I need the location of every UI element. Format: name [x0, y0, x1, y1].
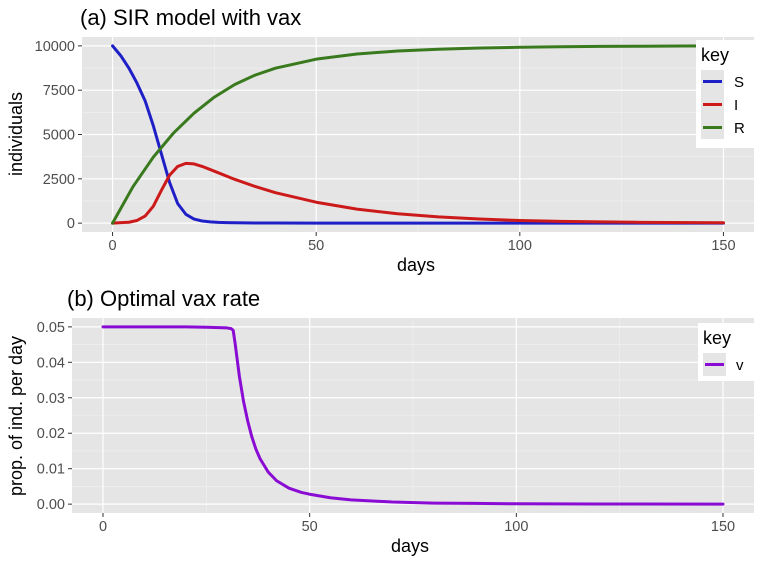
x-tick-label: 150 [711, 519, 735, 535]
y-tick-label: 0.00 [37, 497, 65, 513]
legend-label: v [736, 357, 744, 374]
y-tick-label: 0 [67, 216, 75, 232]
y-axis-label: individuals [6, 92, 26, 176]
y-tick-label: 7500 [43, 83, 75, 99]
chart-panel-2: 0 50 100 150 0.00 0.01 0.02 0.03 0.04 0.05(b) Opt… [6, 286, 754, 556]
legend-title: key [703, 328, 731, 348]
x-tick-label: 50 [308, 238, 324, 254]
x-axis-label: days [391, 536, 429, 556]
legend-title: key [701, 45, 729, 65]
chart-title: (a) SIR model with vax [80, 5, 301, 30]
series-line-v [101, 325, 725, 506]
x-tick-label: 0 [109, 238, 117, 254]
legend: key SIR [696, 40, 754, 148]
x-tick-label: 100 [504, 519, 528, 535]
y-tick-label: 5000 [43, 128, 75, 144]
series-line-s [111, 44, 725, 225]
chart-panel-1: 0 50 100 150 0 2500 5000 7500 10000 (a) SIR model… [6, 5, 754, 275]
x-tick-label: 150 [711, 238, 735, 254]
series-line-i [111, 161, 725, 225]
legend-label: I [734, 97, 738, 114]
y-tick-label: 0.01 [37, 462, 65, 478]
x-axis-label: days [397, 255, 435, 275]
x-tick-label: 100 [508, 238, 532, 254]
x-tick-label: 50 [302, 519, 318, 535]
x-tick-label: 0 [99, 519, 107, 535]
y-tick-label: 0.02 [37, 426, 65, 442]
series-line-r [111, 44, 725, 225]
y-tick-label: 0.03 [37, 391, 65, 407]
legend-label: R [734, 120, 745, 137]
y-tick-label: 2500 [43, 172, 75, 188]
y-tick-label: 0.04 [37, 355, 65, 371]
y-axis-label: prop. of ind. per day [6, 336, 26, 496]
y-tick-label: 10000 [35, 39, 75, 55]
y-tick-label: 0.05 [37, 320, 65, 336]
legend-label: S [734, 74, 744, 91]
chart-title: (b) Optimal vax rate [67, 286, 260, 311]
